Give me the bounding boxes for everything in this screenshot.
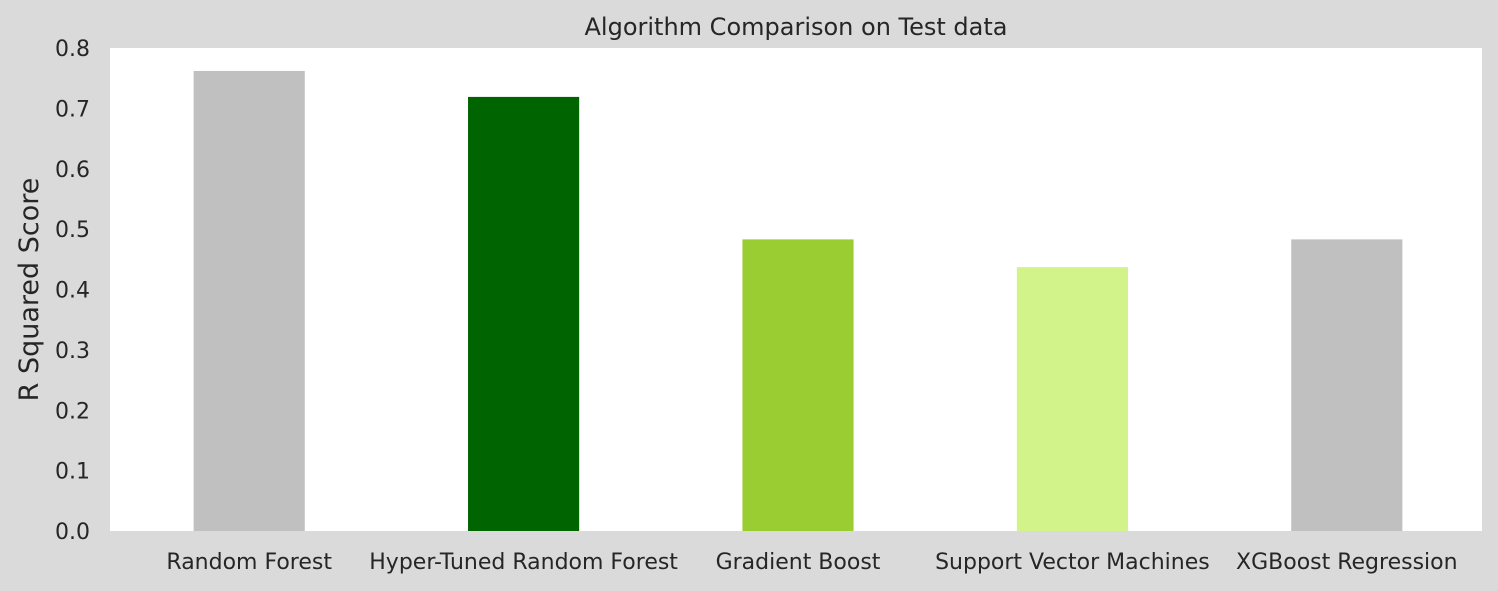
y-axis-label: R Squared Score — [14, 178, 45, 402]
y-tick-label: 0.3 — [55, 339, 90, 364]
bar — [468, 96, 580, 531]
y-tick-label: 0.7 — [55, 97, 90, 122]
x-tick-label: Support Vector Machines — [935, 550, 1210, 575]
bars — [193, 70, 1403, 532]
y-tick-label: 0.6 — [55, 158, 90, 183]
y-tick-label: 0.0 — [55, 520, 90, 545]
x-axis-labels: Random Forest Hyper-Tuned Random Forest Gr… — [166, 550, 1457, 575]
y-tick-label: 0.8 — [55, 37, 90, 62]
y-tick-label: 0.1 — [55, 460, 90, 485]
bar — [1291, 239, 1403, 532]
x-tick-label: XGBoost Regression — [1236, 550, 1458, 575]
y-tick-label: 0.4 — [55, 279, 90, 304]
y-tick-label: 0.5 — [55, 218, 90, 243]
x-tick-label: Hyper-Tuned Random Forest — [369, 550, 678, 575]
bar — [1016, 267, 1128, 531]
bar — [193, 70, 305, 531]
bar — [742, 239, 854, 532]
x-tick-label: Random Forest — [166, 550, 332, 575]
y-axis-ticks: 0.0 0.1 0.2 0.3 0.4 0.5 0.6 0.7 0.8 — [55, 37, 90, 545]
chart-title: Algorithm Comparison on Test data — [585, 13, 1008, 41]
y-tick-label: 0.2 — [55, 399, 90, 424]
x-tick-label: Gradient Boost — [716, 550, 881, 575]
